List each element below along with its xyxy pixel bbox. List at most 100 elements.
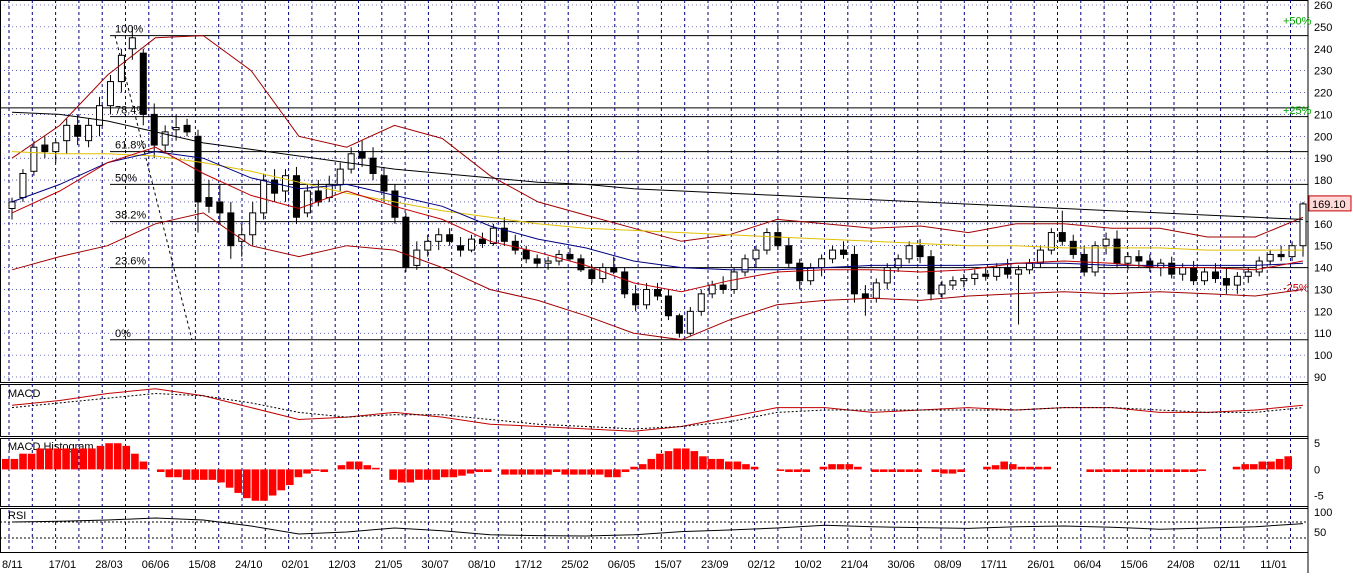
candle-up (971, 273, 979, 280)
y-tick-label: 220 (1314, 88, 1332, 100)
candle-down (500, 227, 508, 242)
candle-up (872, 282, 880, 299)
candle-up (467, 238, 476, 251)
histogram-bar (888, 469, 897, 472)
histogram-bar (131, 453, 139, 470)
candle-up (763, 232, 771, 251)
candle-up (1025, 262, 1033, 271)
histogram-bar (1249, 464, 1258, 470)
histogram-bar (544, 469, 552, 475)
histogram-bar (466, 469, 475, 474)
histogram-bar (1146, 469, 1155, 472)
candle-down (380, 175, 388, 192)
histogram-bar (535, 469, 544, 475)
histogram-bar (62, 448, 70, 470)
histogram-bar (578, 469, 587, 475)
candle-down (610, 267, 618, 273)
fib-level-label: 100% (115, 24, 143, 36)
candle-up (708, 284, 716, 295)
fib-level-label: 38.2% (115, 210, 146, 222)
histogram-bar (294, 469, 303, 478)
histogram-bar (802, 469, 811, 472)
histogram-bar (785, 469, 793, 472)
histogram-bar (268, 469, 277, 496)
histogram-bar (286, 469, 294, 486)
histogram-bar (1189, 469, 1198, 472)
histogram-tick-label: 0 (1314, 464, 1320, 476)
histogram-bar (1129, 469, 1138, 472)
candle-up (336, 168, 344, 185)
histogram-bar (354, 461, 363, 470)
histogram-bar (681, 448, 690, 470)
histogram-bar (587, 469, 595, 475)
grid-layer (0, 0, 1309, 573)
moving-average-line (11, 146, 1304, 293)
histogram-bar (260, 469, 268, 501)
candle-up (106, 81, 114, 107)
candle-up (960, 278, 968, 282)
histogram-bar (793, 469, 802, 472)
moving-average-line (11, 151, 1304, 271)
histogram-bar (174, 469, 182, 478)
candle-down (1222, 278, 1230, 286)
histogram-bar (819, 466, 828, 470)
candle-up (424, 240, 432, 251)
histogram-bar (337, 465, 346, 470)
candle-down (522, 249, 530, 260)
candle-down (205, 197, 213, 207)
candle-up (1036, 249, 1044, 264)
histogram-bar (217, 469, 225, 483)
x-tick-label: 30/06 (887, 559, 915, 571)
candle-down (41, 144, 49, 153)
candle-down (446, 234, 454, 242)
histogram-bar (311, 469, 320, 471)
candle-down (1135, 256, 1143, 262)
rsi-tick-label: 50 (1314, 527, 1326, 539)
macd-line (11, 388, 1304, 432)
candle-down (1113, 238, 1121, 264)
histogram-bar (483, 469, 492, 472)
histogram-bar (716, 458, 724, 470)
histogram-bar (70, 448, 79, 470)
candle-down (1277, 253, 1285, 258)
histogram-tick-label: 5 (1314, 438, 1320, 450)
candle-down (588, 269, 596, 280)
candle-down (391, 190, 399, 218)
histogram-bar (475, 469, 483, 472)
histogram-bar (690, 451, 699, 470)
candle-down (839, 249, 848, 255)
candle-up (730, 271, 738, 290)
candle-down (566, 253, 574, 260)
candle-up (697, 293, 705, 312)
histogram-bar (208, 469, 217, 480)
x-tick-label: 06/06 (142, 559, 170, 571)
histogram-bar (372, 467, 380, 470)
candle-down (861, 293, 869, 299)
candle-down (850, 253, 858, 295)
histogram-bar (27, 453, 36, 470)
histogram-bar (1232, 466, 1241, 470)
histogram-bar (948, 469, 957, 474)
y-tick-label: 140 (1314, 263, 1332, 275)
histogram-bar (570, 469, 578, 475)
candle-up (303, 190, 311, 214)
candle-up (949, 280, 957, 286)
histogram-bar (346, 461, 354, 470)
candle-down (1146, 260, 1154, 269)
histogram-bar (415, 469, 423, 480)
candle-down (216, 201, 224, 214)
candle-up (905, 245, 913, 260)
percent-marker: +25% (1283, 105, 1312, 117)
histogram-bar (1043, 466, 1052, 470)
histogram-bar (19, 453, 27, 470)
candle-up (643, 288, 651, 306)
histogram-bar (1103, 469, 1112, 472)
histogram-bar (509, 469, 518, 475)
rsi-title: RSI (8, 510, 26, 522)
x-tick-label: 21/05 (375, 559, 403, 571)
x-tick-label: 02/12 (748, 559, 776, 571)
y-tick-label: 200 (1314, 131, 1332, 143)
candle-up (1047, 232, 1055, 251)
candle-up (544, 260, 552, 264)
